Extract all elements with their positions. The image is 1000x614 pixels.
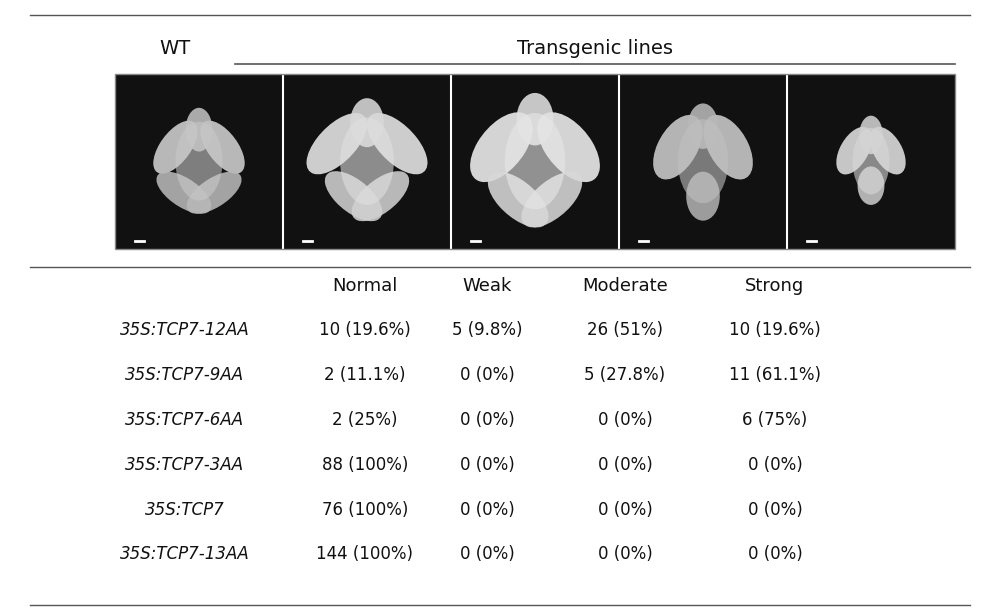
- Ellipse shape: [870, 127, 906, 174]
- Ellipse shape: [200, 120, 245, 174]
- Ellipse shape: [488, 172, 549, 227]
- Text: 35S:TCP7-6AA: 35S:TCP7-6AA: [125, 411, 245, 429]
- Text: 26 (51%): 26 (51%): [587, 321, 663, 340]
- Text: 2 (11.1%): 2 (11.1%): [324, 366, 406, 384]
- Text: 35S:TCP7: 35S:TCP7: [145, 500, 225, 519]
- Text: 88 (100%): 88 (100%): [322, 456, 408, 474]
- Ellipse shape: [688, 103, 718, 149]
- Ellipse shape: [537, 112, 600, 182]
- Text: 0 (0%): 0 (0%): [460, 456, 514, 474]
- Text: 0 (0%): 0 (0%): [460, 411, 514, 429]
- Text: 35S:TCP7-9AA: 35S:TCP7-9AA: [125, 366, 245, 384]
- Ellipse shape: [858, 166, 884, 205]
- Text: 5 (27.8%): 5 (27.8%): [584, 366, 666, 384]
- FancyBboxPatch shape: [115, 74, 955, 249]
- Text: 0 (0%): 0 (0%): [598, 545, 652, 564]
- Text: 144 (100%): 144 (100%): [316, 545, 414, 564]
- Ellipse shape: [521, 172, 582, 227]
- Ellipse shape: [156, 171, 211, 214]
- Ellipse shape: [307, 113, 367, 174]
- Ellipse shape: [836, 127, 872, 174]
- Ellipse shape: [505, 113, 565, 209]
- Text: 0 (0%): 0 (0%): [748, 545, 802, 564]
- Ellipse shape: [853, 128, 889, 195]
- Ellipse shape: [352, 171, 409, 221]
- Ellipse shape: [859, 115, 883, 154]
- Ellipse shape: [325, 171, 382, 221]
- Ellipse shape: [678, 119, 728, 203]
- Ellipse shape: [175, 122, 223, 201]
- Ellipse shape: [367, 113, 427, 174]
- Text: 2 (25%): 2 (25%): [332, 411, 398, 429]
- Text: Moderate: Moderate: [582, 276, 668, 295]
- Ellipse shape: [340, 117, 394, 205]
- Ellipse shape: [153, 120, 198, 174]
- Text: 76 (100%): 76 (100%): [322, 500, 408, 519]
- Ellipse shape: [187, 171, 242, 214]
- Text: 35S:TCP7-12AA: 35S:TCP7-12AA: [120, 321, 250, 340]
- Text: 0 (0%): 0 (0%): [598, 456, 652, 474]
- Ellipse shape: [704, 115, 753, 179]
- Text: Weak: Weak: [462, 276, 512, 295]
- Ellipse shape: [653, 115, 702, 179]
- Ellipse shape: [186, 108, 212, 152]
- Text: 35S:TCP7-13AA: 35S:TCP7-13AA: [120, 545, 250, 564]
- Ellipse shape: [350, 98, 384, 147]
- Text: 0 (0%): 0 (0%): [748, 456, 802, 474]
- Text: WT: WT: [159, 39, 191, 58]
- Text: 35S:TCP7-3AA: 35S:TCP7-3AA: [125, 456, 245, 474]
- Text: 0 (0%): 0 (0%): [460, 366, 514, 384]
- Text: 0 (0%): 0 (0%): [460, 545, 514, 564]
- Text: 0 (0%): 0 (0%): [748, 500, 802, 519]
- Text: 6 (75%): 6 (75%): [742, 411, 808, 429]
- Text: Strong: Strong: [745, 276, 805, 295]
- Text: 5 (9.8%): 5 (9.8%): [452, 321, 522, 340]
- Ellipse shape: [470, 112, 533, 182]
- Text: 0 (0%): 0 (0%): [460, 500, 514, 519]
- Ellipse shape: [517, 93, 553, 146]
- Text: 0 (0%): 0 (0%): [598, 411, 652, 429]
- Text: 10 (19.6%): 10 (19.6%): [319, 321, 411, 340]
- Ellipse shape: [686, 172, 720, 220]
- Text: 11 (61.1%): 11 (61.1%): [729, 366, 821, 384]
- Text: Transgenic lines: Transgenic lines: [517, 39, 673, 58]
- Text: Normal: Normal: [332, 276, 398, 295]
- Text: 0 (0%): 0 (0%): [598, 500, 652, 519]
- Text: 10 (19.6%): 10 (19.6%): [729, 321, 821, 340]
